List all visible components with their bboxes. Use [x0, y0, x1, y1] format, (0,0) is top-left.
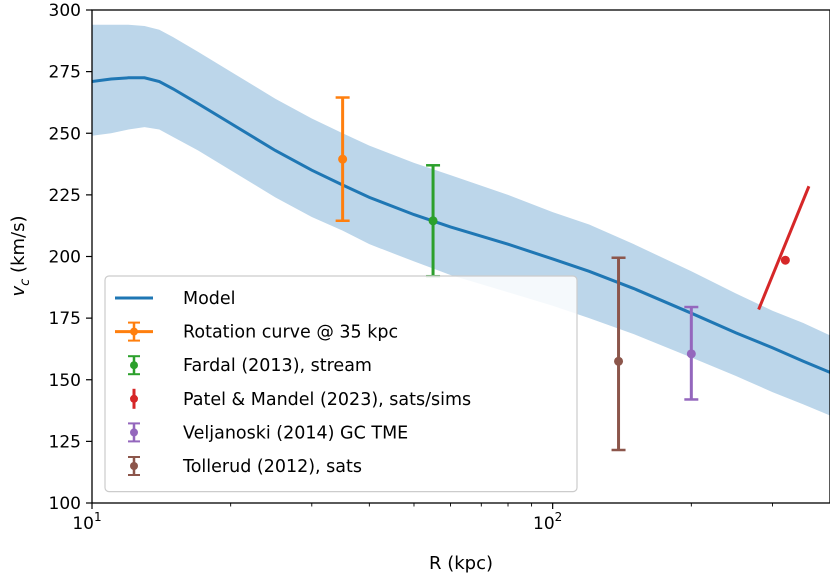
y-axis-label-subscript: c	[18, 279, 33, 286]
y-tick-label-100: 100	[49, 494, 81, 514]
y-axis-label-text: vc (km/s)	[8, 216, 33, 297]
x-tick-label-10: 101	[72, 510, 101, 534]
data-point-patel	[757, 185, 811, 311]
legend-label-fardal: Fardal (2013), stream	[183, 356, 372, 376]
legend-label-veljanoski: Veljanoski (2014) GC TME	[183, 423, 408, 443]
marker-tollerud	[614, 356, 624, 366]
legend-entry-rotation: Rotation curve @ 35 kpc	[115, 321, 398, 343]
legend-entry-model: Model	[115, 289, 236, 309]
legend-entry-tollerud: Tollerud (2012), sats	[128, 456, 362, 477]
model-uncertainty-band-layer	[92, 24, 830, 416]
x-axis-label: R (kpc)	[429, 553, 493, 574]
legend-label-tollerud: Tollerud (2012), sats	[182, 457, 362, 477]
marker-patel	[780, 255, 790, 265]
legend-handle-marker-tollerud	[130, 462, 138, 470]
marker-fardal	[428, 216, 438, 226]
data-points-layer	[335, 96, 811, 452]
y-tick-label-175: 175	[49, 309, 81, 329]
y-tick-label-275: 275	[49, 63, 81, 83]
axes: 100 125 150 175 200 225 250 275 300 101 102	[49, 1, 830, 534]
model-line-layer	[92, 76, 830, 374]
y-tick-label-150: 150	[49, 371, 81, 391]
y-tick-label-200: 200	[49, 248, 81, 268]
y-axis-label-units: (km/s)	[8, 216, 29, 279]
model-uncertainty-band	[92, 24, 830, 416]
y-axis-label: vc (km/s)	[8, 216, 33, 297]
data-point-rotation	[335, 96, 350, 223]
y-tick-label-250: 250	[49, 124, 81, 144]
data-point-tollerud	[611, 256, 626, 452]
y-tick-label-300: 300	[49, 1, 81, 21]
marker-veljanoski	[686, 349, 696, 359]
data-point-veljanoski	[684, 305, 699, 401]
legend: Model Rotation curve @ 35 kpc Fardal (2013…	[104, 275, 578, 493]
y-tick-label-225: 225	[49, 186, 81, 206]
model-line	[92, 76, 830, 374]
x-tick-exponent-100: 2	[555, 510, 563, 524]
legend-handle-marker-fardal	[130, 361, 138, 370]
x-tick-exponent-10: 1	[94, 510, 102, 524]
legend-box	[104, 275, 578, 493]
legend-label-model: Model	[183, 289, 236, 309]
legend-label-patel: Patel & Mandel (2023), sats/sims	[183, 390, 471, 410]
legend-handle-marker-patel	[130, 394, 138, 403]
y-axis-label-v: v	[8, 285, 29, 296]
legend-entry-fardal: Fardal (2013), stream	[128, 355, 372, 376]
legend-entry-patel: Patel & Mandel (2023), sats/sims	[130, 388, 471, 410]
legend-label-rotation: Rotation curve @ 35 kpc	[183, 323, 398, 343]
marker-rotation	[338, 154, 348, 164]
legend-entry-veljanoski: Veljanoski (2014) GC TME	[128, 422, 408, 443]
y-tick-label-125: 125	[49, 432, 81, 452]
legend-handle-marker-rotation	[130, 327, 138, 336]
x-tick-label-100: 102	[533, 510, 562, 534]
legend-handle-marker-veljanoski	[130, 428, 138, 437]
error-segment-patel	[757, 185, 811, 311]
